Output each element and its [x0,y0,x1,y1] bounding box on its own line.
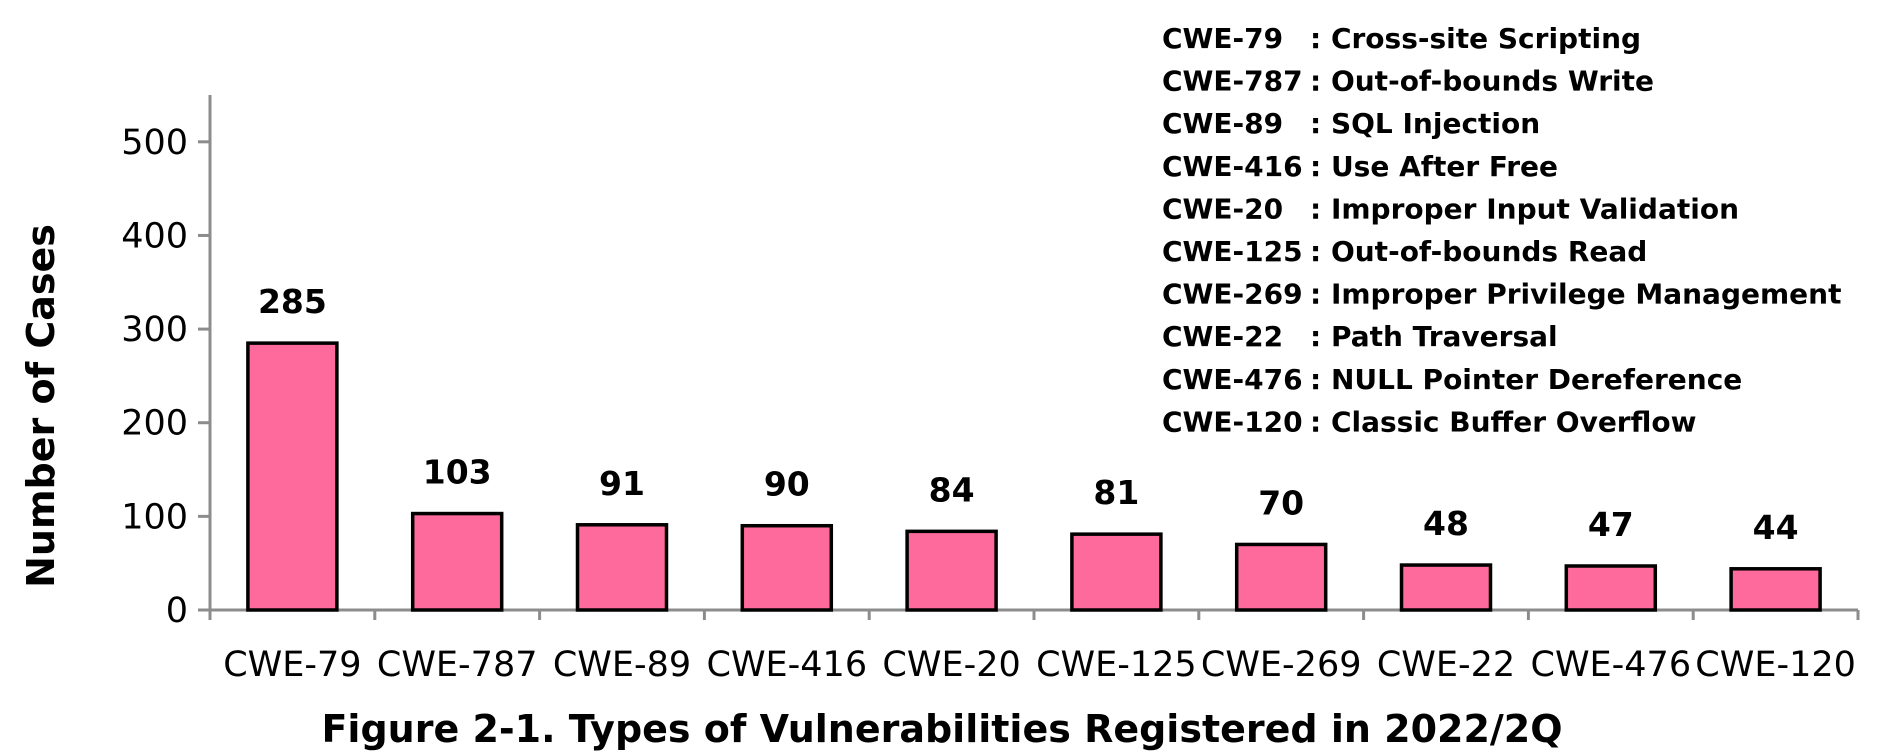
value-label: 48 [1423,504,1469,543]
x-tick-label: CWE-476 [1531,645,1692,685]
x-tick-label: CWE-787 [377,645,538,685]
x-tick-label: CWE-79 [223,645,361,685]
value-label: 70 [1258,483,1304,522]
bars [246,341,1822,612]
bar-cwe-20 [905,529,998,612]
value-label: 91 [599,464,645,503]
bar-cwe-79 [246,341,339,612]
bar-cwe-89 [575,523,669,612]
x-tick-label: CWE-22 [1377,645,1515,685]
legend-description: : Cross-site Scripting [1310,22,1641,55]
y-tick-label: 0 [166,591,188,631]
legend-description: : SQL Injection [1310,107,1540,140]
y-axis-label: Number of Cases [19,224,63,588]
legend-code: CWE-269 [1162,278,1303,311]
x-tick-label: CWE-20 [882,645,1020,685]
value-label: 81 [1093,473,1139,512]
y-tick-label: 300 [121,310,188,350]
legend-code: CWE-120 [1162,405,1303,438]
figure-caption: Figure 2-1. Types of Vulnerabilities Reg… [321,707,1562,751]
bar-cwe-22 [1399,563,1493,612]
x-tick-label: CWE-416 [707,645,868,685]
value-label: 47 [1588,505,1634,544]
y-tick-label: 100 [121,497,188,537]
x-tick-label: CWE-120 [1695,645,1856,685]
y-tick-label: 400 [121,216,188,256]
y-axis: 0 100 200 300 400 500 [121,95,212,631]
bar-cwe-269 [1234,542,1328,612]
legend-code: CWE-20 [1162,192,1283,225]
x-axis: CWE-79 CWE-787 CWE-89 CWE-416 CWE-20 CWE-125 C… [208,608,1860,685]
y-tick-label: 500 [121,123,188,163]
legend-description: : Use After Free [1310,150,1558,183]
legend-description: : NULL Pointer Dereference [1310,363,1742,396]
legend-description: : Out-of-bounds Write [1310,65,1654,98]
value-label: 285 [258,282,327,321]
x-tick-label: CWE-269 [1201,645,1362,685]
bar-cwe-125 [1070,532,1163,612]
legend-description: : Improper Input Validation [1310,192,1739,225]
value-label: 90 [764,465,810,504]
legend-code: CWE-476 [1162,363,1303,396]
bar-cwe-476 [1564,564,1658,612]
y-tick-label: 200 [121,404,188,444]
legend-description: : Improper Privilege Management [1310,278,1841,311]
data-labels: 285 103 91 90 84 81 70 48 47 44 [258,282,1799,547]
legend-code: CWE-416 [1162,150,1303,183]
legend-code: CWE-89 [1162,107,1283,140]
legend-code: CWE-22 [1162,320,1283,353]
x-tick-label: CWE-89 [553,645,691,685]
legend-code: CWE-79 [1162,22,1283,55]
legend-code: CWE-787 [1162,65,1303,98]
x-tick-label: CWE-125 [1036,645,1197,685]
legend-description: : Path Traversal [1310,320,1558,353]
bar-cwe-787 [410,511,504,612]
legend-description: : Out-of-bounds Read [1310,235,1647,268]
value-label: 103 [423,453,492,492]
legend-description: : Classic Buffer Overflow [1310,405,1696,438]
legend-code: CWE-125 [1162,235,1303,268]
bar-cwe-120 [1729,567,1822,612]
value-label: 84 [929,470,975,509]
value-label: 44 [1753,508,1799,547]
bar-cwe-416 [740,523,834,612]
